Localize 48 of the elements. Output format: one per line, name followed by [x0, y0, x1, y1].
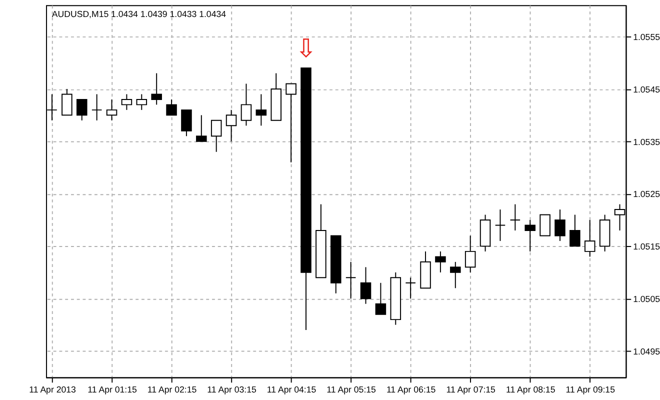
candlestick	[510, 204, 521, 231]
y-tick-label: 1.0505	[633, 294, 660, 304]
y-tick-label: 1.0535	[633, 136, 660, 147]
candlestick	[210, 120, 222, 152]
candlestick	[540, 214, 550, 236]
chart-title: AUDUSD,M15 1.0434 1.0439 1.0433 1.0434	[52, 8, 226, 19]
candlestick	[76, 98, 88, 121]
x-tick-label: 11 Apr 07:15	[446, 384, 496, 394]
candlestick	[494, 209, 506, 242]
x-tick-label: 11 Apr 04:15	[266, 384, 316, 394]
candlestick	[151, 72, 162, 106]
candlestick	[121, 94, 132, 110]
y-tick-label: 1.0495	[633, 346, 660, 356]
candlestick	[256, 94, 267, 126]
y-tick-label: 1.0545	[633, 84, 660, 94]
candlestick	[435, 250, 446, 273]
x-tick-label: 11 Apr 09:15	[566, 384, 616, 394]
x-tick-label: 11 Apr 05:15	[326, 384, 376, 394]
annotation: ⇩	[295, 34, 317, 64]
x-tick-label: 11 Apr 2013	[29, 384, 76, 394]
candlestick	[464, 235, 476, 273]
candlestick	[181, 109, 192, 137]
x-tick-label: 11 Apr 06:15	[386, 384, 436, 394]
y-tick-label: 1.0555	[633, 32, 660, 42]
candlestick	[584, 220, 596, 258]
candlestick	[524, 220, 536, 252]
candlestick	[405, 277, 416, 300]
y-tick-label: 1.0515	[633, 242, 660, 252]
candlestick	[360, 266, 372, 304]
x-tick-label: 11 Apr 08:15	[506, 384, 556, 394]
x-tick-label: 11 Apr 02:15	[147, 384, 197, 394]
candlestick	[286, 83, 296, 163]
candlestick	[62, 88, 72, 116]
candlestick	[450, 261, 461, 289]
candlestick	[240, 83, 252, 126]
x-tick-label: 11 Apr 03:15	[207, 384, 256, 394]
candlestick	[136, 94, 148, 110]
candlestick	[91, 94, 102, 121]
candlestick	[375, 282, 386, 315]
candlestick	[554, 209, 566, 242]
y-tick-label: 1.0525	[633, 189, 660, 200]
x-tick-label: 11 Apr 01:15	[88, 384, 137, 394]
candlestick	[226, 109, 237, 142]
candlestick	[166, 98, 177, 116]
candlestick	[345, 261, 356, 300]
candlestick	[106, 98, 118, 121]
candlestick	[570, 214, 580, 247]
candlestick	[196, 114, 207, 142]
